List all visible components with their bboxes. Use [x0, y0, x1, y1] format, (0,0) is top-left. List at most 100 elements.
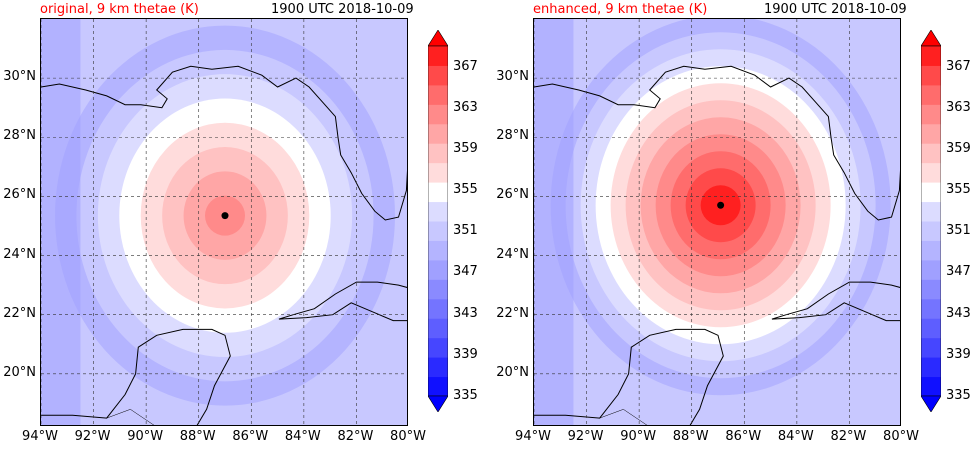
longitude-tick-label: 82°W [337, 429, 374, 444]
colorbar-tick-label: 343 [453, 305, 478, 321]
latitude-tick-label: 28°N [3, 128, 36, 144]
thetae-map-canvas [534, 19, 900, 425]
longitude-tick-label: 80°W [883, 429, 919, 444]
colorbar-tick-label: 339 [453, 346, 478, 362]
colorbar-band [921, 318, 941, 339]
us-gulf-coastline [41, 65, 407, 221]
colorbar-tick-label: 359 [946, 140, 971, 156]
latitude-tick-label: 26°N [3, 187, 36, 203]
longitude-tick-label: 94°W [515, 429, 551, 444]
colorbar-band [428, 279, 448, 300]
colorbar-tick-label: 335 [453, 388, 478, 403]
colorbar-band [428, 182, 448, 203]
us-gulf-coastline [534, 65, 900, 221]
colorbar-band [428, 298, 448, 319]
cool-region [41, 19, 81, 425]
colorbar [921, 30, 941, 412]
colorbar-band [921, 143, 941, 164]
colorbar [428, 30, 448, 412]
yucatan-coastline [41, 328, 231, 425]
colorbar-band [428, 104, 448, 125]
latitude-tick-label: 28°N [496, 128, 529, 144]
colorbar-band [428, 357, 448, 378]
latitude-tick-label: 24°N [496, 246, 529, 262]
cuba-coastline [278, 281, 407, 322]
colorbar-tick-label: 359 [453, 140, 478, 156]
panel-title: enhanced, 9 km thetae (K) [533, 2, 708, 17]
colorbar-band [921, 104, 941, 125]
colorbar-band [921, 376, 941, 397]
latitude-tick-label: 20°N [496, 364, 529, 380]
colorbar-tick-label: 343 [946, 305, 971, 321]
colorbar-extend-high [921, 30, 941, 47]
storm-center-marker [717, 201, 725, 209]
cool-region [534, 19, 574, 425]
colorbar-band [921, 84, 941, 105]
colorbar-tick-label: 347 [946, 264, 971, 280]
cuba-coastline [771, 281, 900, 322]
colorbar-tick-label: 355 [946, 182, 971, 198]
longitude-tick-label: 88°W [179, 429, 216, 444]
colorbar-tick-label: 367 [946, 58, 971, 74]
country-border [106, 409, 155, 425]
panel-title: original, 9 km thetae (K) [40, 2, 199, 17]
colorbar-tick-label: 339 [946, 346, 971, 362]
yucatan-coastline [534, 328, 724, 425]
colorbar-band [428, 259, 448, 280]
colorbar-band [921, 240, 941, 261]
longitude-tick-label: 82°W [830, 429, 867, 444]
colorbar-band [921, 221, 941, 241]
colorbar-band [428, 84, 448, 105]
longitude-tick-label: 90°W [620, 429, 657, 444]
colorbar-band [921, 259, 941, 280]
colorbar-tick-label: 351 [946, 223, 971, 239]
latitude-tick-label: 24°N [3, 246, 36, 262]
longitude-tick-label: 92°W [74, 429, 111, 444]
panel-timestamp: 1900 UTC 2018-10-09 [271, 2, 414, 17]
longitude-tick-label: 86°W [232, 429, 269, 444]
country-border [599, 409, 648, 425]
colorbar-band [428, 318, 448, 339]
latitude-tick-label: 26°N [496, 187, 529, 203]
longitude-tick-label: 88°W [672, 429, 709, 444]
colorbar-extend-high [428, 30, 448, 47]
longitude-tick-label: 80°W [390, 429, 426, 444]
colorbar-band [921, 279, 941, 300]
longitude-tick-label: 90°W [127, 429, 164, 444]
colorbar-band [921, 65, 941, 86]
colorbar-tick-label: 363 [453, 99, 478, 115]
colorbar-band [428, 240, 448, 261]
colorbar-band [428, 376, 448, 397]
thetae-map [533, 18, 901, 426]
colorbar-band [921, 337, 941, 358]
colorbar-band [428, 65, 448, 86]
latitude-tick-label: 30°N [3, 69, 36, 85]
colorbar-band [921, 46, 941, 66]
colorbar-band [428, 143, 448, 164]
colorbar-tick-label: 363 [946, 99, 971, 115]
colorbar-tick-label: 367 [453, 58, 478, 74]
colorbar-band [921, 201, 941, 222]
panel-original: original, 9 km thetae (K) 1900 UTC 2018-… [3, 2, 478, 444]
thetae-map-canvas [41, 19, 407, 425]
latitude-tick-label: 22°N [3, 305, 36, 321]
colorbar-tick-label: 355 [453, 182, 478, 198]
colorbar-band [428, 123, 448, 144]
longitude-tick-label: 86°W [725, 429, 762, 444]
storm-center-marker [221, 212, 229, 220]
colorbar-band [921, 298, 941, 319]
colorbar-extend-low [428, 395, 448, 412]
colorbar-tick-label: 347 [453, 264, 478, 280]
colorbar-band [428, 337, 448, 358]
latitude-tick-label: 22°N [496, 305, 529, 321]
panel-enhanced: enhanced, 9 km thetae (K) 1900 UTC 2018-… [493, 0, 972, 449]
colorbar-band [428, 162, 448, 183]
colorbar-band [921, 162, 941, 183]
colorbar-extend-low [921, 395, 941, 412]
longitude-tick-label: 84°W [777, 429, 814, 444]
colorbar-band [921, 123, 941, 144]
panel-timestamp: 1900 UTC 2018-10-09 [764, 2, 907, 17]
colorbar-band [428, 221, 448, 241]
thetae-map [40, 18, 408, 426]
latitude-tick-label: 30°N [496, 69, 529, 85]
